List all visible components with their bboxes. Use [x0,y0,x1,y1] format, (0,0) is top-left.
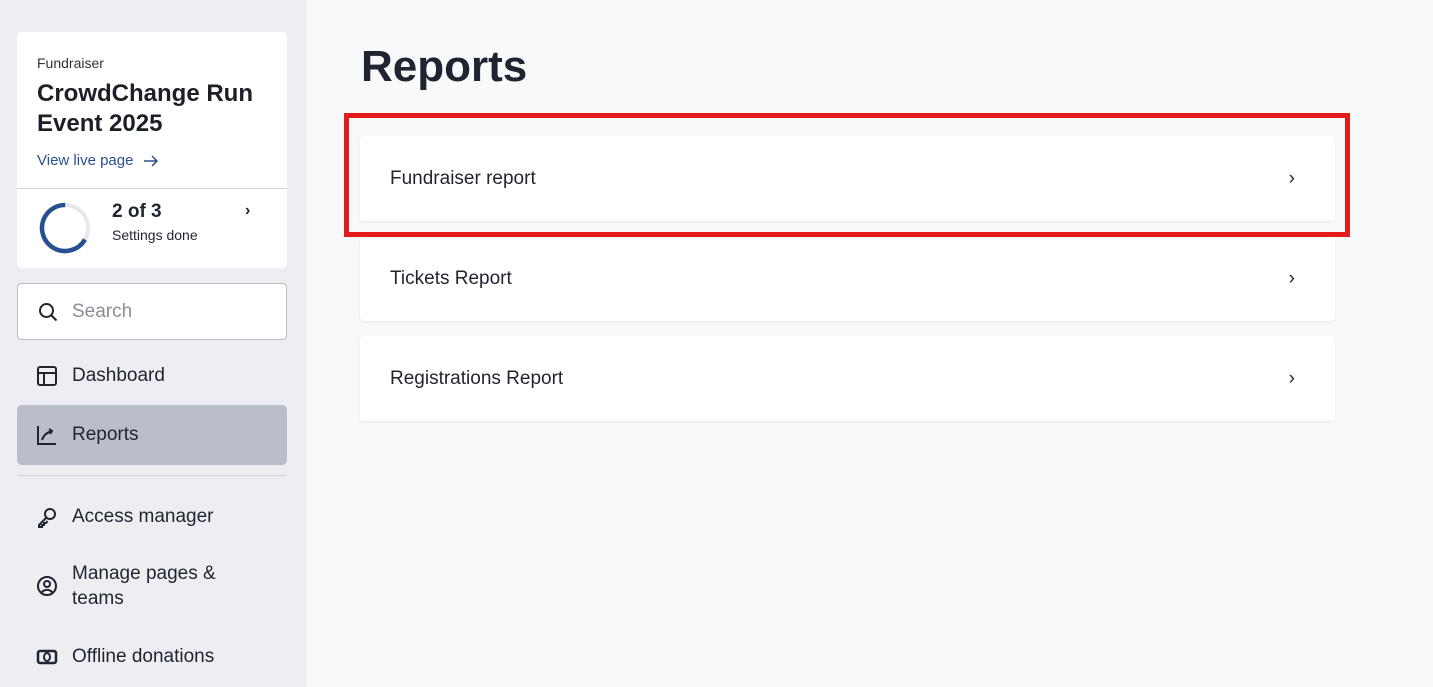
fundraiser-card: Fundraiser CrowdChange Run Event 2025 Vi… [17,32,287,268]
chevron-right-icon: › [1288,267,1295,289]
report-label: Registrations Report [390,367,564,389]
chevron-right-icon: › [1288,367,1295,389]
sidebar-item-label: Access manager [72,506,214,527]
page-title: Reports [361,42,528,91]
sidebar-item-reports[interactable]: Reports [17,405,287,465]
sidebar-item-label: Reports [72,424,139,445]
progress-count[interactable]: 2 of 3 [112,201,162,222]
sidebar-item-access-manager[interactable]: Access manager [17,492,287,542]
chevron-right-icon[interactable]: › [245,202,251,219]
search-input[interactable] [72,300,262,323]
divider [17,188,287,189]
chevron-right-icon: › [1288,167,1295,189]
sidebar-item-dashboard[interactable]: Dashboard [17,350,287,402]
sidebar-item-manage-pages[interactable]: Manage pages & teams [17,560,287,612]
search-icon [39,302,58,321]
chart-up-icon [37,426,56,445]
layout-icon [37,366,57,386]
view-live-page-link[interactable]: View live page [37,152,159,169]
view-live-label: View live page [37,152,134,169]
fundraiser-kicker: Fundraiser [37,55,104,71]
cash-icon [36,649,58,665]
report-label: Fundraiser report [390,167,536,189]
sidebar-item-label: Manage pages & teams [72,563,216,609]
report-item-fundraiser[interactable]: Fundraiser report › [360,136,1335,221]
key-icon [38,508,56,528]
arrow-right-icon [144,154,159,167]
sidebar: Fundraiser CrowdChange Run Event 2025 Vi… [0,0,307,687]
report-label: Tickets Report [390,267,512,289]
divider [17,475,287,476]
progress-label[interactable]: Settings done [112,227,198,243]
fundraiser-title: CrowdChange Run Event 2025 [37,80,253,137]
report-item-tickets[interactable]: Tickets Report › [360,236,1335,321]
sidebar-item-label: Dashboard [72,365,165,386]
sidebar-item-label: Offline donations [72,646,215,667]
sidebar-item-offline-donations[interactable]: Offline donations [17,632,287,682]
user-circle-icon [37,576,57,596]
search-field[interactable] [17,283,287,340]
progress-ring[interactable] [39,202,91,254]
report-item-registrations[interactable]: Registrations Report › [360,336,1335,421]
